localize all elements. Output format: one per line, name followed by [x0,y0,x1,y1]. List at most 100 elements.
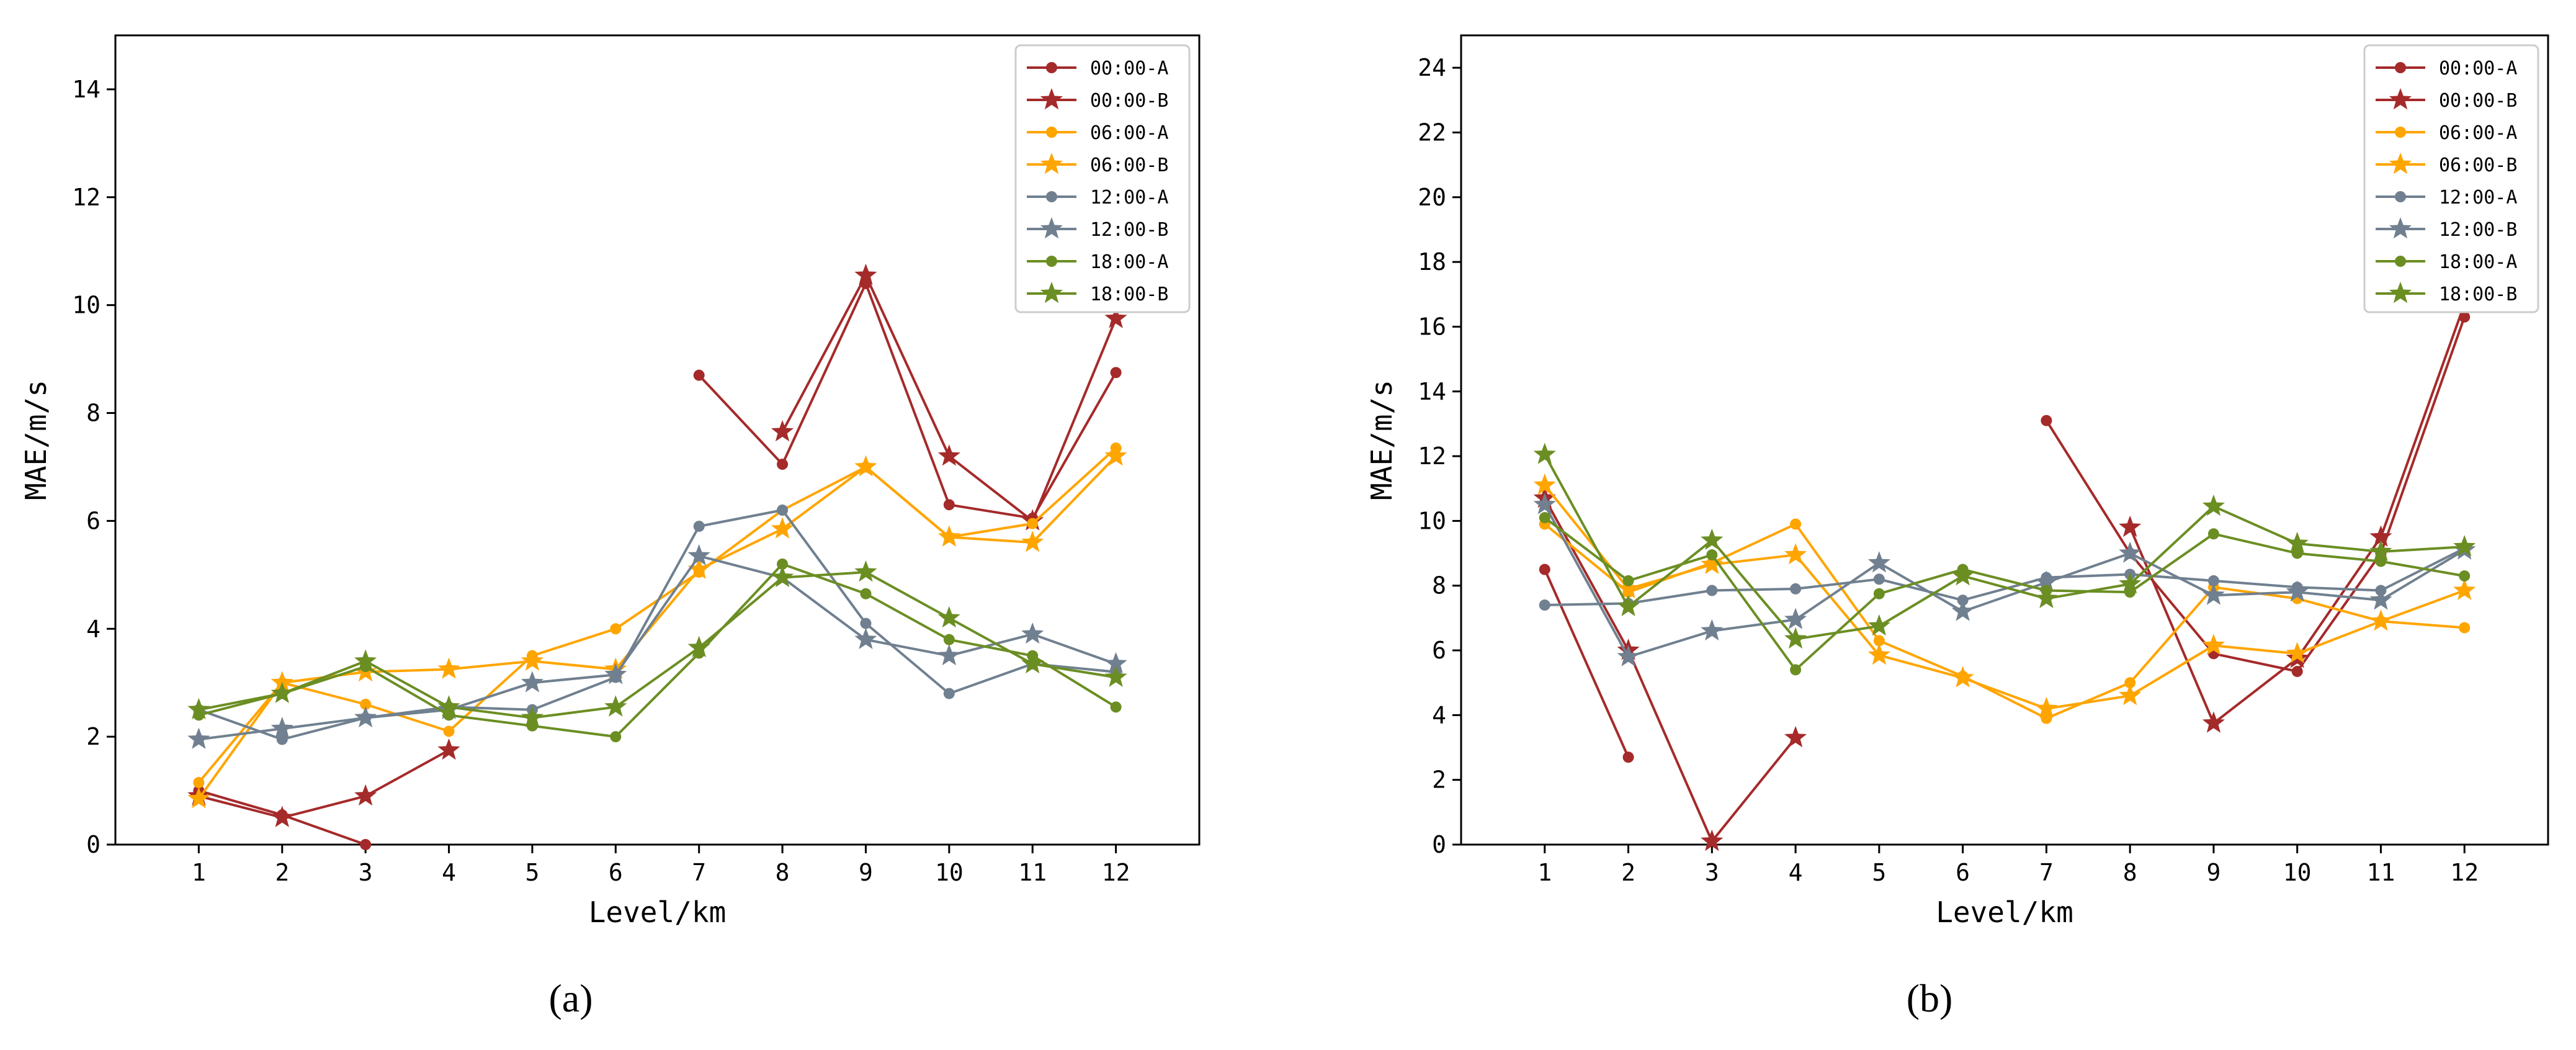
panel-label: (a) [548,976,593,1020]
y-tick-label: 20 [1418,184,1446,211]
legend-label: 12:00-A [2439,187,2517,209]
legend-label: 06:00-A [2439,122,2517,144]
data-point-00:00-A [360,839,372,850]
x-tick-label: 7 [2039,859,2054,886]
data-point-12:00-A [1539,599,1550,611]
legend: 00:00-A 00:00-B 06:00-A 06:00-B 12:00-A 12:00… [2363,44,2539,313]
data-point-06:00-B [2286,642,2309,663]
series-line-12:00-A [198,509,1116,741]
x-tick-label: 6 [1956,859,1970,886]
data-point-12:00-B [1784,608,1807,629]
data-point-00:00-B [1104,307,1127,328]
chart-panel-b: 1 2 3 4 5 6 7 8 9 10 11 12024681012141618202224Leve… [1365,34,2549,1020]
data-point-06:00-B [687,557,710,579]
legend-box [2363,44,2539,313]
y-tick-label: 16 [1418,313,1446,340]
data-point-06:00-B [1951,666,1974,688]
y-tick-label: 18 [1418,248,1446,276]
data-point-12:00-B [1951,599,1974,621]
data-point-12:00-B [1021,622,1044,644]
series-line-06:00-B [1544,484,2465,710]
series-line-18:00-A [1544,516,2465,671]
series-line-00:00-B [198,749,450,819]
data-point-18:00-B [687,635,710,658]
data-point-06:00-A [360,698,372,710]
legend-marker [1040,88,1063,110]
data-point-06:00-B [437,657,460,679]
data-point-18:00-A [2291,547,2303,559]
data-point-00:00-A [777,459,789,470]
data-point-18:00-B [2119,572,2142,594]
legend-label: 00:00-B [1090,90,1168,112]
data-point-06:00-B [854,455,877,477]
data-point-12:00-A [777,505,789,516]
x-tick-label: 12 [2450,859,2479,886]
y-tick-label: 2 [1432,766,1446,794]
data-point-12:00-A [1706,585,1718,596]
series-line-18:00-B [199,571,1116,719]
series-line-12:00-B [199,554,1117,741]
data-point-06:00-B [521,649,543,671]
y-tick-label: 4 [86,615,101,642]
data-point-12:00-B [854,627,877,649]
data-point-12:00-B [271,717,293,738]
data-point-06:00-A [443,725,455,737]
data-point-12:00-A [276,734,288,745]
data-point-18:00-A [1790,664,1802,676]
data-point-18:00-B [2453,535,2476,557]
y-tick-label: 12 [1418,442,1446,470]
x-tick-label: 1 [1537,859,1552,886]
legend-label: 12:00-A [1090,187,1168,209]
data-point-18:00-B [937,606,960,628]
data-point-18:00-A [2459,570,2471,582]
series-group [187,263,1127,850]
data-point-00:00-B [771,420,794,442]
legend-label: 12:00-B [2439,219,2517,241]
data-point-18:00-B [187,698,210,719]
data-point-18:00-A [1110,701,1122,713]
y-tick-label: 4 [1432,701,1446,729]
series-line-00:00-A [1543,568,1630,758]
data-point-12:00-B [937,644,960,666]
y-tick-label: 2 [86,723,101,750]
data-point-06:00-B [271,671,293,693]
data-point-12:00-B [354,706,377,728]
data-point-00:00-A [1622,752,1634,763]
data-point-06:00-B [2369,609,2392,631]
data-point-18:00-A [1539,512,1550,524]
legend-marker [2395,256,2406,267]
x-axis-label: Level/km [589,895,727,929]
data-point-12:00-B [2119,541,2142,563]
legend-marker [2389,282,2412,303]
x-tick-label: 3 [1705,859,1719,886]
data-point-12:00-A [1873,573,1885,585]
y-tick-label: 0 [86,831,101,858]
data-point-00:00-B [854,263,877,285]
legend-marker [2389,153,2412,174]
data-point-00:00-A [693,369,705,381]
data-point-18:00-B [854,560,877,582]
x-tick-label: 12 [1102,859,1130,886]
series-line-00:00-B [1544,497,1797,843]
data-point-00:00-A [1539,563,1550,575]
legend-label: 18:00-B [2439,284,2517,305]
data-point-18:00-B [521,706,543,728]
y-tick-label: 6 [86,507,101,534]
data-point-06:00-B [1867,643,1890,665]
data-point-06:00-A [610,623,622,635]
series-line-12:00-A [1544,547,2466,606]
data-point-18:00-B [271,681,293,703]
data-point-00:00-B [1701,829,1724,851]
data-point-00:00-B [2369,525,2392,547]
data-point-06:00-B [937,525,960,547]
data-point-00:00-B [437,738,460,760]
legend-marker [2389,88,2412,110]
data-point-00:00-A [943,499,955,511]
x-tick-label: 6 [609,859,623,886]
series-line-06:00-A [1544,523,2465,720]
legend-marker [2395,191,2406,202]
legend-marker [1046,127,1057,138]
x-tick-label: 4 [442,859,456,886]
data-point-12:00-A [2207,575,2219,586]
data-point-06:00-A [1873,635,1885,647]
